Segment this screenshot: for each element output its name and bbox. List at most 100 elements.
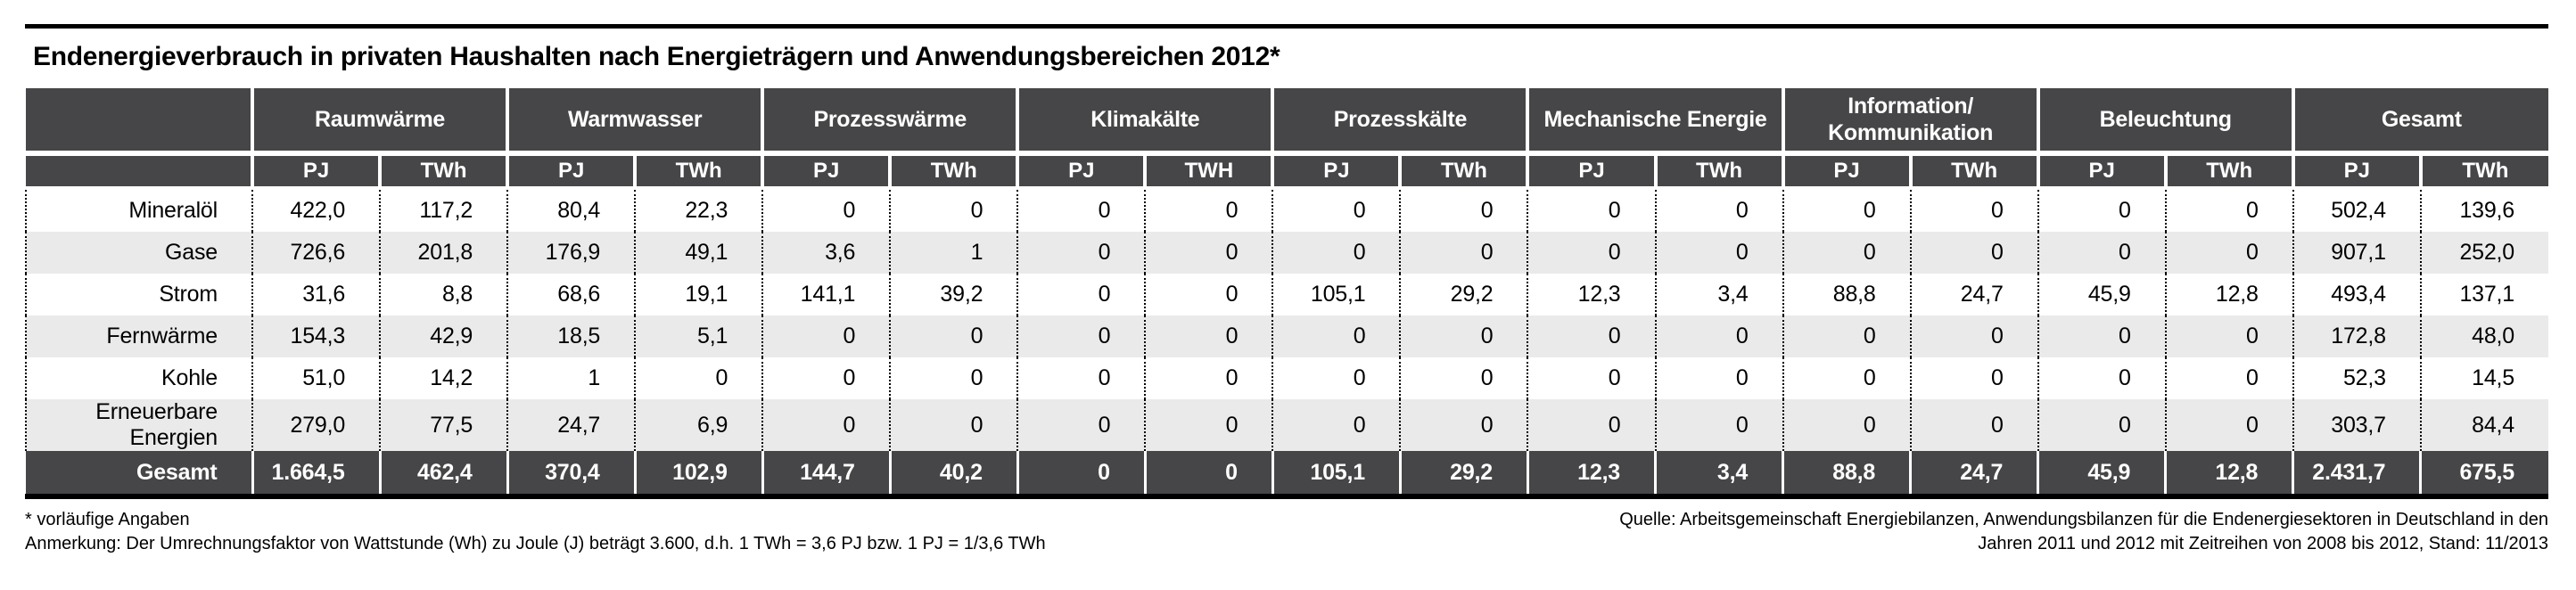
total-cell: 12,8 <box>2164 451 2293 494</box>
cell: 0 <box>1016 399 1146 451</box>
cell: 39,2 <box>889 274 1018 315</box>
cell: 14,2 <box>379 357 508 399</box>
cell: 0 <box>2164 399 2293 451</box>
cell: 0 <box>1654 232 1783 274</box>
cell: 252,0 <box>2419 232 2548 274</box>
total-cell: 29,2 <box>1398 451 1528 494</box>
row-label: Fernwärme <box>25 315 252 357</box>
cell: 3,4 <box>1654 274 1783 315</box>
cell: 0 <box>1399 357 1528 399</box>
cell: 172,8 <box>2292 315 2421 357</box>
cell: 80,4 <box>506 188 636 232</box>
cell: 0 <box>889 315 1018 357</box>
cell: 0 <box>1144 274 1273 315</box>
cell: 51,0 <box>251 357 381 399</box>
cell: 502,4 <box>2292 188 2421 232</box>
cell: 141,1 <box>761 274 891 315</box>
source-note: Quelle: Arbeitsgemeinschaft Energiebilan… <box>1619 508 2548 556</box>
cell: 0 <box>1782 315 1911 357</box>
cell: 0 <box>1144 232 1273 274</box>
unit-header-prozessk-lte-pj: PJ <box>1271 153 1401 190</box>
cell: 5,1 <box>634 315 763 357</box>
cell: 0 <box>2037 232 2166 274</box>
cell: 0 <box>1272 232 1401 274</box>
unit-header-klimak-lte-twh: TWH <box>1143 153 1273 190</box>
column-group-information-kommunikation: Information/ Kommunikation <box>1781 88 2038 156</box>
cell: 0 <box>761 357 891 399</box>
cell: 154,3 <box>251 315 381 357</box>
total-cell: 144,7 <box>761 451 891 494</box>
cell: 18,5 <box>506 315 636 357</box>
total-cell: 40,2 <box>888 451 1018 494</box>
total-cell: 3,4 <box>1654 451 1783 494</box>
cell: 0 <box>1909 399 2038 451</box>
cell: 0 <box>761 399 891 451</box>
cell: 29,2 <box>1399 274 1528 315</box>
cell: 0 <box>1144 399 1273 451</box>
total-cell: 12,3 <box>1526 451 1656 494</box>
row-label: Kohle <box>25 357 252 399</box>
unit-header-information-kommunikation-twh: TWh <box>1908 153 2038 190</box>
cell: 0 <box>1782 188 1911 232</box>
cell: 0 <box>1016 188 1146 232</box>
cell: 303,7 <box>2292 399 2421 451</box>
total-row-label: Gesamt <box>26 451 252 494</box>
total-cell: 24,7 <box>1909 451 2038 494</box>
cell: 0 <box>2164 315 2293 357</box>
column-group-warmwasser: Warmwasser <box>506 88 763 156</box>
cell: 1 <box>889 232 1018 274</box>
footer: * vorläufige Angaben Anmerkung: Der Umre… <box>25 508 2548 556</box>
cell: 0 <box>761 188 891 232</box>
cell: 22,3 <box>634 188 763 232</box>
cell: 0 <box>1527 188 1656 232</box>
unit-header-klimak-lte-pj: PJ <box>1016 153 1146 190</box>
cell: 0 <box>2037 399 2166 451</box>
cell: 0 <box>634 357 763 399</box>
cell: 0 <box>1016 357 1146 399</box>
cell: 0 <box>2037 357 2166 399</box>
total-cell: 0 <box>1016 451 1146 494</box>
cell: 0 <box>889 188 1018 232</box>
cell: 48,0 <box>2419 315 2548 357</box>
unit-header-raumw-rme-twh: TWh <box>378 153 508 190</box>
cell: 3,6 <box>761 232 891 274</box>
cell: 0 <box>1272 357 1401 399</box>
cell: 0 <box>2164 232 2293 274</box>
unit-header-mechanische-energie-pj: PJ <box>1526 153 1656 190</box>
column-group-prozessk-lte: Prozesskälte <box>1271 88 1528 156</box>
cell: 0 <box>1782 399 1911 451</box>
unit-header-information-kommunikation-pj: PJ <box>1781 153 1911 190</box>
page: Endenergieverbrauch in privaten Haushalt… <box>0 24 2576 556</box>
unit-header-row: PJ TWh PJ TWh PJ TWh PJ TWH PJ TWh PJ TWh PJ TWh PJ TWh… <box>26 153 2548 190</box>
unit-header-gesamt-pj: PJ <box>2291 153 2421 190</box>
unit-header-prozessw-rme-pj: PJ <box>761 153 891 190</box>
cell: 0 <box>1782 357 1911 399</box>
footnote-note: Anmerkung: Der Umrechnungsfaktor von Wat… <box>25 534 1046 553</box>
cell: 88,8 <box>1782 274 1911 315</box>
cell: 493,4 <box>2292 274 2421 315</box>
column-group-mechanische-energie: Mechanische Energie <box>1526 88 1783 156</box>
cell: 8,8 <box>379 274 508 315</box>
cell: 12,8 <box>2164 274 2293 315</box>
cell: 0 <box>1909 232 2038 274</box>
cell: 726,6 <box>251 232 381 274</box>
cell: 6,9 <box>634 399 763 451</box>
total-cell: 370,4 <box>506 451 636 494</box>
cell: 84,4 <box>2419 399 2548 451</box>
unit-header-gesamt-twh: TWh <box>2418 153 2548 190</box>
cell: 0 <box>1654 357 1783 399</box>
cell: 0 <box>1144 357 1273 399</box>
table-row-fernw-rme: Fernwärme 154,3 42,9 18,5 5,1 0 0 0 0 0 0 0 0 0 0 0 0 172… <box>25 315 2548 357</box>
cell: 0 <box>1399 188 1528 232</box>
cell: 105,1 <box>1272 274 1401 315</box>
page-title: Endenergieverbrauch in privaten Haushalt… <box>33 42 1280 71</box>
cell: 907,1 <box>2292 232 2421 274</box>
column-group-klimak-lte: Klimakälte <box>1016 88 1273 156</box>
cell: 0 <box>2037 315 2166 357</box>
cell: 14,5 <box>2419 357 2548 399</box>
cell: 279,0 <box>251 399 381 451</box>
column-group-prozessw-rme: Prozesswärme <box>761 88 1018 156</box>
cell: 0 <box>1144 188 1273 232</box>
cell: 0 <box>889 357 1018 399</box>
cell: 0 <box>1144 315 1273 357</box>
